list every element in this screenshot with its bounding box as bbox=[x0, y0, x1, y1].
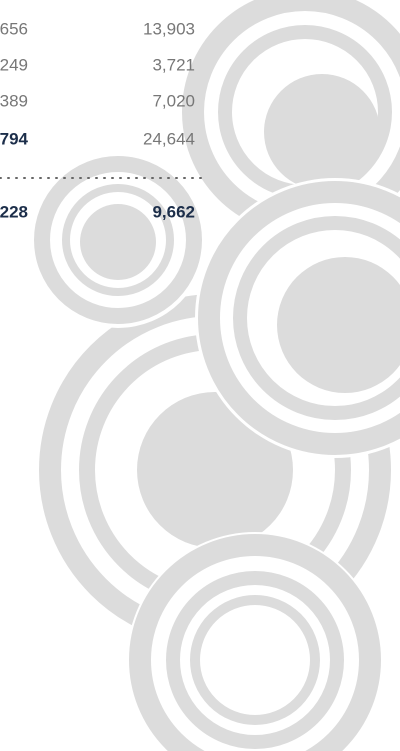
table-cell: 249 bbox=[0, 55, 28, 74]
table-cell: 13,903 bbox=[143, 19, 195, 38]
table-cell: 228 bbox=[0, 202, 28, 221]
page: 656 13,903 249 3,721 389 7,020 794 24,644 228 9,6… bbox=[0, 0, 400, 751]
table-cell: 656 bbox=[0, 19, 28, 38]
table-cell: 24,644 bbox=[143, 129, 195, 148]
table-cell: 794 bbox=[0, 129, 29, 148]
table-cell: 9,662 bbox=[152, 202, 195, 221]
table-cell: 3,721 bbox=[152, 55, 195, 74]
decoration bbox=[30, 0, 400, 751]
table-cell: 7,020 bbox=[152, 91, 195, 110]
table-cell: 389 bbox=[0, 91, 28, 110]
